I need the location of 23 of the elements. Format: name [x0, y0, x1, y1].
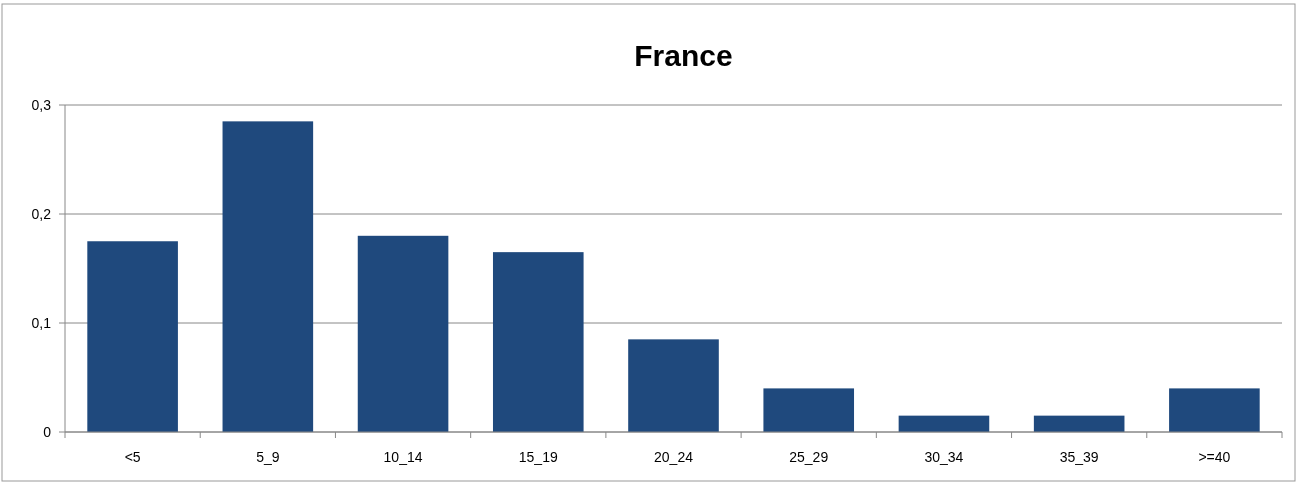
x-tick-label: 30_34 — [924, 449, 964, 465]
bar — [87, 241, 178, 432]
y-tick-label: 0,2 — [31, 205, 52, 222]
x-tick-label: <5 — [124, 449, 141, 465]
bar — [222, 121, 314, 432]
y-tick-label: 0,1 — [31, 314, 52, 331]
y-tick-label: 0,3 — [31, 96, 52, 113]
x-tick-label: 35_39 — [1059, 449, 1099, 465]
x-tick-label: 15_19 — [518, 449, 558, 465]
bar — [357, 235, 449, 432]
x-tick-label: >=40 — [1198, 449, 1231, 465]
x-tick-label: 5_9 — [256, 449, 280, 465]
bar — [628, 339, 719, 432]
bar — [1169, 388, 1260, 432]
bar — [763, 388, 855, 432]
y-tick-label: 0 — [43, 423, 52, 440]
bar — [898, 415, 990, 432]
x-tick-label: 20_24 — [654, 449, 694, 465]
bar — [492, 252, 584, 432]
chart-title: France — [634, 39, 733, 72]
x-tick-label: 25_29 — [789, 449, 829, 465]
bar — [1033, 415, 1125, 432]
x-tick-label: 10_14 — [383, 449, 423, 465]
